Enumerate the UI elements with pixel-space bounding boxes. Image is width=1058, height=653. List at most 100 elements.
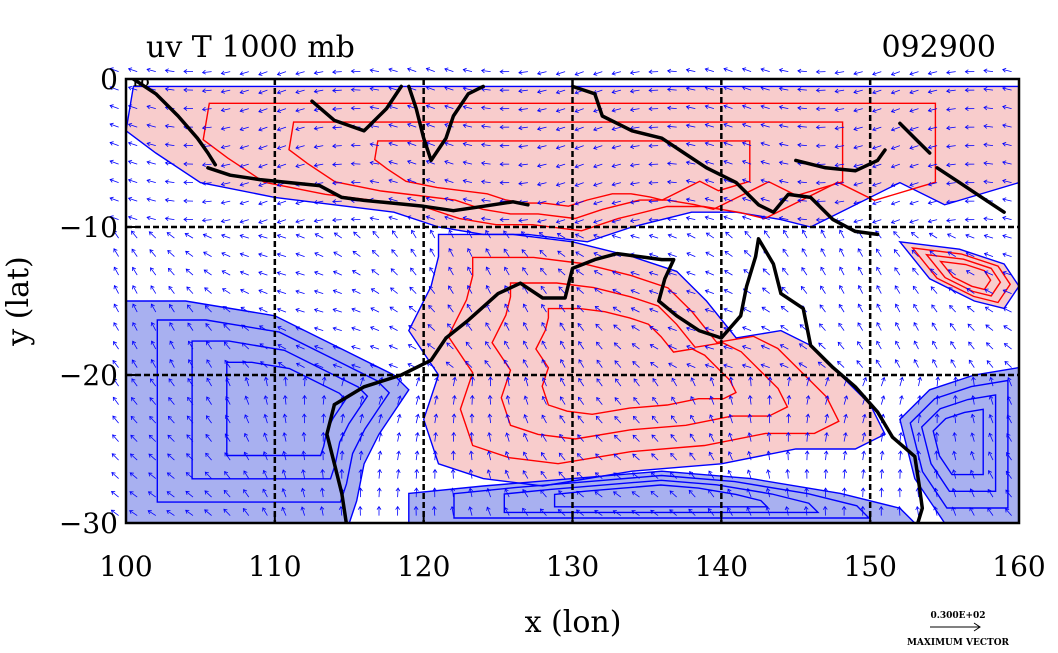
wind-vector — [798, 362, 808, 368]
wind-vector-head — [480, 216, 486, 222]
wind-vector — [595, 323, 603, 331]
wind-vector — [825, 395, 829, 405]
wind-vector-head — [631, 343, 636, 348]
wind-vector-head — [263, 413, 268, 419]
coastline-5 — [794, 148, 887, 173]
wind-vector-head — [839, 247, 844, 253]
wind-vector-head — [804, 487, 809, 492]
wind-vector — [723, 160, 733, 165]
wind-vector-head — [321, 413, 326, 418]
wind-vector-head — [537, 89, 542, 94]
wind-vector-head — [669, 509, 674, 514]
wind-vector-head — [499, 143, 504, 149]
wind-vector-head — [537, 200, 542, 205]
wind-vector — [728, 470, 733, 479]
wind-vector — [487, 488, 491, 498]
wind-vector-head — [183, 69, 188, 74]
wind-vector-head — [881, 376, 886, 382]
wind-vector-head — [709, 395, 714, 400]
wind-vector — [240, 219, 249, 223]
wind-vector-head — [988, 451, 993, 456]
wind-vector — [378, 488, 380, 498]
wind-vector — [595, 306, 603, 313]
wind-vector — [748, 451, 752, 461]
wind-vector — [686, 217, 696, 220]
wind-vector — [165, 69, 175, 72]
wind-vector-head — [779, 363, 784, 368]
wind-vector — [560, 378, 566, 387]
wind-vector — [322, 414, 325, 424]
wind-vector — [983, 70, 994, 72]
wind-vector-head — [113, 303, 118, 308]
wind-vector-head — [880, 395, 886, 400]
wind-vector-head — [186, 286, 191, 291]
wind-vector — [258, 253, 268, 257]
wind-vector-head — [429, 229, 434, 234]
wind-vector-head — [278, 362, 283, 367]
wind-vector — [397, 377, 402, 387]
wind-vector — [296, 234, 305, 239]
wind-vector-head — [612, 306, 617, 311]
wind-vector-head — [295, 344, 300, 349]
wind-vector-head — [484, 360, 489, 365]
wind-vector — [151, 304, 157, 313]
wind-vector — [303, 432, 305, 442]
wind-vector-head — [321, 376, 327, 381]
wind-vector — [222, 270, 231, 276]
wind-vector — [481, 88, 491, 91]
wind-vector-head — [276, 271, 281, 276]
wind-vector — [806, 432, 809, 442]
wind-vector-head — [109, 215, 114, 220]
wind-vector-head — [741, 215, 747, 220]
wind-vector-head — [129, 510, 134, 515]
wind-vector — [446, 342, 454, 350]
wind-vector-head — [187, 340, 192, 345]
wind-vector-head — [876, 322, 881, 327]
wind-vector-head — [899, 395, 904, 400]
wind-vector — [744, 250, 752, 257]
wind-vector — [556, 182, 566, 186]
wind-vector — [729, 395, 733, 405]
region-cold-5 — [899, 367, 1019, 523]
wind-vector — [524, 395, 529, 405]
wind-vector — [353, 231, 361, 239]
wind-vector — [768, 414, 771, 424]
wind-vector-head — [332, 270, 338, 275]
wind-vector — [541, 433, 547, 442]
wind-vector-head — [127, 178, 133, 183]
wind-vector-head — [390, 268, 395, 273]
wind-vector — [742, 307, 752, 313]
wind-vector-head — [164, 179, 169, 184]
wind-vector — [167, 472, 175, 479]
wind-vector-head — [834, 199, 839, 205]
wind-vector — [946, 71, 956, 74]
wind-vector — [985, 306, 994, 313]
wind-vector — [858, 304, 864, 313]
wind-vector — [895, 304, 901, 313]
wind-vector — [204, 287, 212, 294]
wind-vector-head — [574, 182, 579, 187]
wind-vector-head — [839, 229, 844, 234]
wind-vector — [427, 343, 436, 350]
wind-vector-head — [369, 160, 374, 166]
wind-vector — [131, 378, 138, 387]
wind-vector-head — [131, 378, 136, 383]
vector-legend-arrowhead — [973, 622, 981, 632]
wind-vector-head — [574, 71, 579, 76]
wind-vector — [332, 182, 342, 184]
wind-vector — [444, 160, 454, 165]
wind-vector-head — [766, 431, 772, 437]
wind-vector — [434, 432, 437, 442]
wind-vector-head — [760, 104, 765, 110]
wind-vector-head — [113, 322, 118, 327]
wind-vector-head — [704, 67, 709, 73]
wind-vector-head — [927, 89, 932, 94]
wind-vector — [612, 126, 622, 130]
wind-vector-head — [897, 468, 903, 473]
wind-vector — [650, 509, 659, 516]
wind-vector-head — [113, 340, 118, 346]
wind-vector-head — [804, 468, 810, 473]
wind-vector-head — [1002, 141, 1007, 147]
wind-vector — [407, 123, 417, 128]
wind-vector — [186, 286, 194, 294]
